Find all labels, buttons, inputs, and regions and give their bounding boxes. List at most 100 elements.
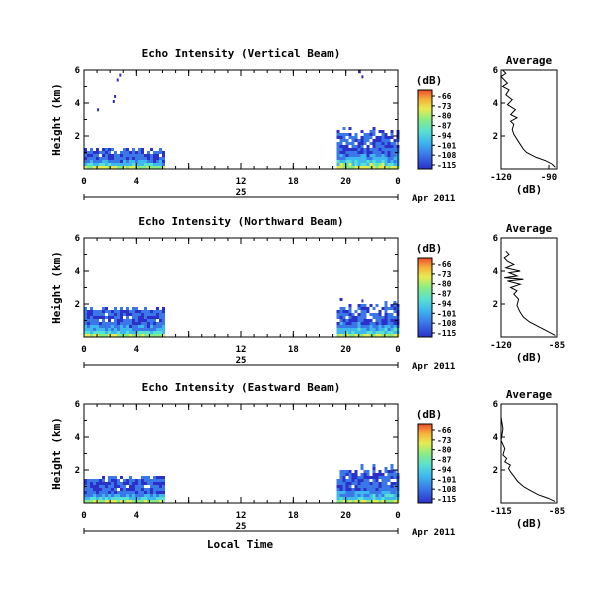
echo-cell	[390, 304, 394, 307]
y-axis-label: Height (km)	[50, 83, 63, 156]
echo-cell	[393, 491, 397, 494]
echo-cell	[162, 313, 165, 316]
echo-cell	[336, 322, 340, 325]
colorbar-tick-label: -66	[437, 426, 452, 435]
echo-cell	[339, 160, 343, 163]
echo-cell	[363, 313, 367, 316]
echo-cell	[381, 328, 385, 331]
echo-cell	[378, 139, 382, 142]
echo-cell	[153, 151, 156, 154]
echo-cell	[384, 151, 388, 154]
echo-cell	[108, 328, 111, 331]
echo-cell	[150, 494, 153, 497]
echo-cell	[375, 160, 379, 163]
echo-cell	[348, 151, 352, 154]
echo-cell	[342, 148, 346, 151]
echo-cell	[348, 316, 352, 319]
echo-cell	[393, 160, 397, 163]
echo-cell	[162, 163, 165, 166]
echo-cell	[111, 313, 114, 316]
x-tick-label: 4	[134, 511, 140, 521]
echo-cell	[111, 476, 114, 479]
echo-cell	[387, 485, 391, 488]
echo-cell	[360, 322, 364, 325]
echo-cell	[141, 319, 144, 322]
echo-cell	[381, 142, 385, 145]
echo-cell	[381, 133, 385, 136]
echo-cell	[348, 166, 352, 169]
echo-cell	[126, 160, 129, 163]
echo-cell	[372, 145, 376, 148]
echo-cell	[348, 136, 352, 139]
echo-cell	[345, 325, 349, 328]
echo-cell	[114, 494, 117, 497]
echo-cell	[129, 154, 132, 157]
echo-cell	[156, 151, 159, 154]
echo-cell	[357, 325, 361, 328]
echo-cell	[114, 328, 117, 331]
echo-cell	[108, 313, 111, 316]
echo-cell	[381, 479, 385, 482]
echo-cell	[378, 145, 382, 148]
echo-cell	[384, 160, 388, 163]
echo-cell	[348, 148, 352, 151]
echo-cell	[339, 136, 343, 139]
echo-cell	[141, 313, 144, 316]
echo-cell	[150, 328, 153, 331]
echo-cell	[387, 166, 391, 169]
echo-cell	[132, 313, 135, 316]
x-tick-label: 20	[340, 345, 351, 355]
echo-cell	[132, 497, 135, 500]
echo-cell	[393, 473, 397, 476]
echo-cell	[144, 476, 147, 479]
echo-cell	[345, 154, 349, 157]
echo-cell	[135, 310, 138, 313]
echo-cell	[96, 163, 99, 166]
echo-cell	[372, 148, 376, 151]
echo-cell	[348, 154, 352, 157]
echo-cell	[93, 485, 96, 488]
echo-cell	[345, 488, 349, 491]
echo-cell	[159, 325, 162, 328]
echo-cell	[114, 491, 117, 494]
echo-cell	[372, 151, 376, 154]
echo-cell	[102, 476, 105, 479]
panel-1: Echo Intensity (Vertical Beam) Height (km…	[50, 47, 558, 204]
echo-cell	[117, 328, 120, 331]
echo-cell	[378, 163, 382, 166]
echo-cell	[90, 482, 93, 485]
echo-cell	[132, 500, 135, 503]
echo-cell	[360, 163, 364, 166]
echo-cell	[360, 136, 364, 139]
echo-cell	[387, 145, 391, 148]
echo-cell	[351, 494, 355, 497]
echo-cell	[108, 494, 111, 497]
echo-cell	[378, 491, 382, 494]
echo-cell	[114, 479, 117, 482]
echo-cell	[390, 133, 394, 136]
echo-cell	[372, 500, 376, 503]
echo-cell	[132, 157, 135, 160]
echo-cell	[129, 334, 132, 337]
echo-cell	[393, 307, 397, 310]
echo-cell	[357, 160, 361, 163]
echo-cell	[147, 325, 150, 328]
echo-cell	[378, 136, 382, 139]
echo-cell	[357, 154, 361, 157]
echo-cell	[84, 307, 87, 310]
y-tick-label: 2	[75, 132, 80, 142]
x-tick-label: 20	[340, 511, 351, 521]
echo-cell	[87, 331, 90, 334]
echo-cell	[339, 476, 343, 479]
echo-cell	[342, 322, 346, 325]
echo-cell	[138, 331, 141, 334]
echo-cell	[144, 310, 147, 313]
echo-cell	[162, 154, 165, 157]
echo-cell	[108, 479, 111, 482]
echo-cell	[147, 334, 150, 337]
echo-cell	[348, 470, 352, 473]
echo-cell	[357, 151, 361, 154]
echo-cell	[381, 163, 385, 166]
echo-cell	[375, 479, 379, 482]
echo-cell	[111, 485, 114, 488]
